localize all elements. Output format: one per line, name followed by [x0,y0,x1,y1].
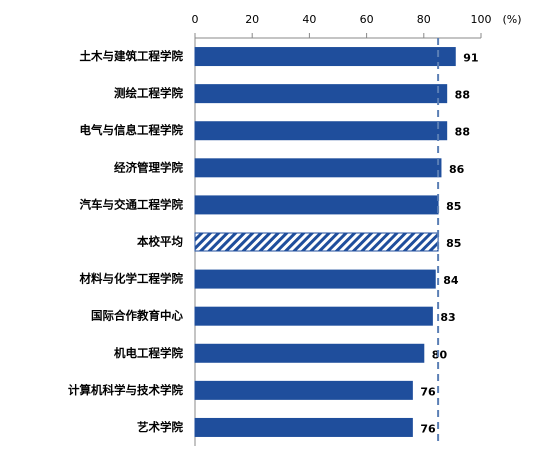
data-label: 86 [449,163,465,176]
bar [194,84,448,104]
y-tick-label: 汽车与交通工程学院 [80,197,184,211]
data-label: 85 [446,200,461,213]
bar [194,195,439,215]
y-tick-label: 本校平均 [137,235,183,249]
x-tick-label: 80 [417,13,431,26]
y-tick-label: 土木与建筑工程学院 [80,49,184,63]
y-tick-label: 计算机科学与技术学院 [68,383,183,397]
bar [194,232,439,252]
bar [194,380,413,400]
data-label: 91 [463,52,478,65]
x-axis-label: (%) [502,13,521,26]
x-tick-label: 100 [471,13,492,26]
data-label: 84 [443,274,459,287]
bar [194,269,436,289]
bar [194,121,448,141]
data-label: 88 [455,126,470,139]
data-label: 80 [432,348,448,361]
x-tick-label: 0 [192,13,199,26]
y-tick-label: 材料与化学工程学院 [80,272,184,286]
y-tick-label: 电气与信息工程学院 [80,123,184,137]
bar [194,158,442,178]
x-tick-label: 60 [360,13,374,26]
data-label: 88 [455,89,470,102]
bar [194,417,413,437]
data-label: 85 [446,237,461,250]
y-tick-label: 机电工程学院 [114,346,183,360]
data-label: 76 [420,422,436,435]
bar [194,306,433,326]
x-tick-label: 40 [302,13,316,26]
data-label: 76 [420,385,436,398]
bar [194,343,425,363]
x-tick-label: 20 [245,13,259,26]
y-tick-label: 国际合作教育中心 [91,309,183,323]
y-tick-label: 测绘工程学院 [114,86,183,100]
y-tick-label: 艺术学院 [137,420,183,434]
bar [194,47,456,67]
data-label: 83 [440,311,455,324]
y-tick-label: 经济管理学院 [114,160,183,174]
